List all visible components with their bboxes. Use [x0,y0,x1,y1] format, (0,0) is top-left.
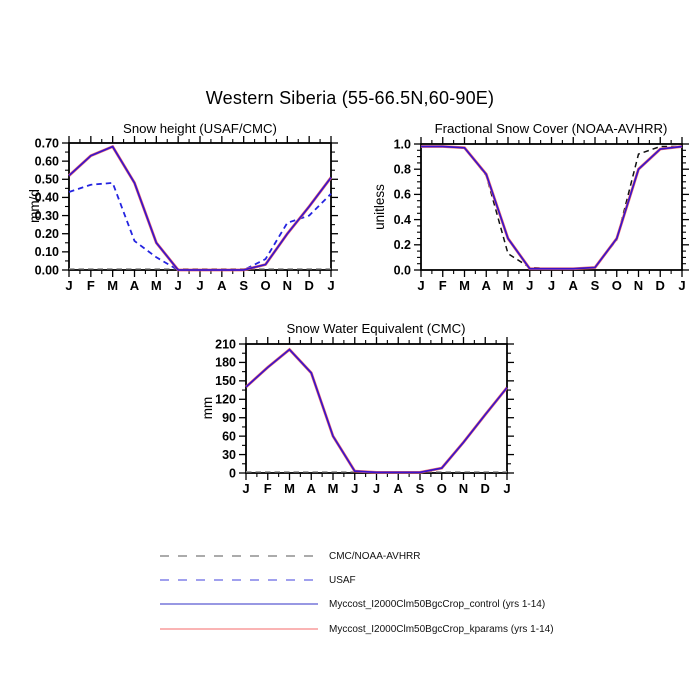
axis-frame [420,143,683,271]
axis-frame [245,343,508,474]
svg-text:J: J [417,278,424,293]
svg-text:N: N [283,278,292,293]
svg-text:0.0: 0.0 [394,263,411,277]
svg-text:0.00: 0.00 [35,263,59,277]
svg-text:A: A [482,278,492,293]
svg-text:A: A [394,481,404,496]
svg-text:J: J [526,278,533,293]
svg-text:S: S [239,278,248,293]
svg-text:180: 180 [215,356,236,370]
svg-text:J: J [351,481,358,496]
svg-text:N: N [459,481,468,496]
svg-text:J: J [373,481,380,496]
page-title: Western Siberia (55-66.5N,60-90E) [205,88,495,108]
legend-row-kparams: Myccost_I2000Clm50BgcCrop_kparams (yrs 1… [160,622,554,636]
svg-text:1.0: 1.0 [394,137,411,151]
svg-text:A: A [217,278,227,293]
chart-title-fractional-snow-cover: Fractional Snow Cover (NOAA-AVHRR) [434,121,668,136]
svg-text:J: J [678,278,685,293]
svg-text:M: M [503,278,514,293]
svg-text:A: A [569,278,579,293]
svg-text:0.2: 0.2 [394,238,411,252]
svg-text:D: D [481,481,490,496]
svg-text:D: D [304,278,313,293]
x-ticks [420,137,683,277]
legend-label-control: Myccost_I2000Clm50BgcCrop_control (yrs 1… [329,598,546,610]
svg-text:150: 150 [215,374,236,388]
svg-text:0.40: 0.40 [35,191,59,205]
svg-text:J: J [65,278,72,293]
series-line-myccost-i2000clm50bgccrop-kparams-yrs-1-14 [245,347,509,474]
svg-text:A: A [307,481,317,496]
svg-text:M: M [284,481,295,496]
svg-text:0: 0 [229,466,236,480]
y-ticks: 0.0 0.2 0.4 0.6 0.8 1.0 [394,137,689,277]
chart-0: 0.000.100.200.300.400.500.600.70J F M A M J J A… [27,136,338,293]
series-line-myccost-i2000clm50bgccrop-control-yrs-1-14 [68,145,332,271]
svg-text:0.70: 0.70 [35,136,59,150]
svg-text:N: N [634,278,643,293]
svg-text:M: M [328,481,339,496]
svg-text:J: J [327,278,334,293]
legend-row-control: Myccost_I2000Clm50BgcCrop_control (yrs 1… [160,597,545,611]
svg-text:D: D [656,278,665,293]
svg-text:210: 210 [215,337,236,351]
svg-text:S: S [591,278,600,293]
svg-text:0.4: 0.4 [394,213,411,227]
legend-label-usaf: USAF [329,574,356,586]
svg-text:F: F [439,278,447,293]
series-line-myccost-i2000clm50bgccrop-kparams-yrs-1-14 [68,144,333,272]
svg-text:60: 60 [222,429,236,443]
svg-text:J: J [242,481,249,496]
svg-text:M: M [107,278,118,293]
svg-text:90: 90 [222,411,236,425]
svg-text:A: A [130,278,140,293]
y-axis-label: unitless [372,184,387,230]
svg-text:0.30: 0.30 [35,209,59,223]
svg-text:0.60: 0.60 [35,154,59,168]
series-line-cmc-noaa-avhrr [421,145,682,270]
legend-row-usaf: USAF [160,573,356,587]
chart-title-snow-height: Snow height (USAF/CMC) [123,121,277,136]
series-line-myccost-i2000clm50bgccrop-control-yrs-1-14 [245,348,508,474]
svg-text:S: S [416,481,425,496]
svg-text:F: F [87,278,95,293]
svg-text:0.8: 0.8 [394,163,411,177]
svg-text:0.50: 0.50 [35,173,59,187]
chart-title-snow-water-equivalent: Snow Water Equivalent (CMC) [286,321,466,336]
y-ticks: 0.00 0.10 0.20 0.30 0.40 0.50 0.60 0.70 [35,136,338,277]
svg-text:O: O [260,278,270,293]
svg-text:0.20: 0.20 [35,227,59,241]
axis-frame [68,142,332,271]
y-ticks: 0 30 60 90 120 150 180 210 [215,337,514,480]
x-ticks [245,337,508,480]
svg-text:M: M [151,278,162,293]
svg-text:F: F [264,481,272,496]
svg-text:30: 30 [222,448,236,462]
y-axis-label: mm [200,397,215,420]
svg-text:O: O [612,278,622,293]
y-axis-label: mm/d [27,189,42,223]
svg-text:J: J [196,278,203,293]
svg-text:0.10: 0.10 [35,245,59,259]
legend-label-cmc-noaa-avhrr: CMC/NOAA-AVHRR [329,550,421,562]
series-line-myccost-i2000clm50bgccrop-control-yrs-1-14 [421,145,683,270]
svg-text:J: J [503,481,510,496]
svg-text:O: O [437,481,447,496]
x-ticks [68,136,332,277]
legend-label-kparams: Myccost_I2000Clm50BgcCrop_kparams (yrs 1… [329,623,554,635]
legend-row-cmc-noaa-avhrr: CMC/NOAA-AVHRR [160,549,420,563]
svg-text:0.6: 0.6 [394,188,411,202]
svg-text:J: J [548,278,555,293]
svg-text:120: 120 [215,393,236,407]
svg-text:J: J [175,278,182,293]
svg-text:M: M [459,278,470,293]
